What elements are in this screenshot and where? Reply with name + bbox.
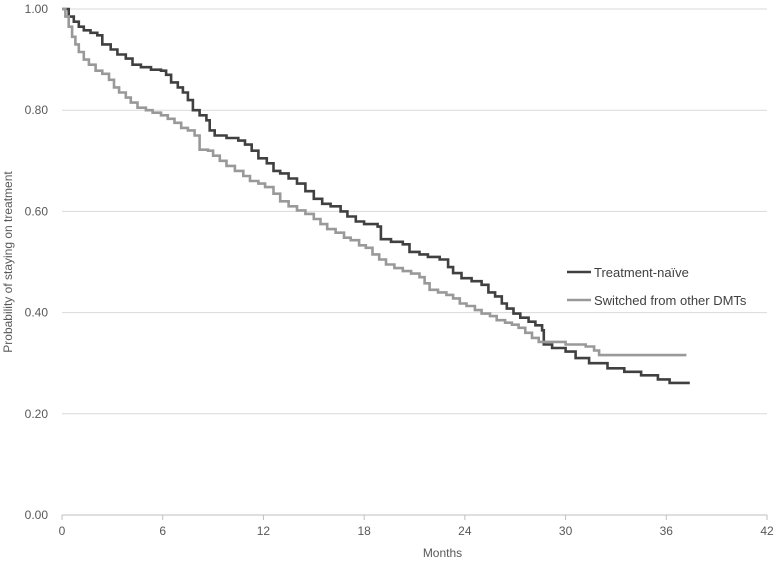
series-line-switched bbox=[62, 7, 687, 357]
y-tick-label: 0.80 bbox=[25, 103, 49, 117]
x-tick-label: 12 bbox=[257, 524, 271, 538]
x-tick-label: 6 bbox=[159, 524, 166, 538]
y-tick-label: 0.20 bbox=[25, 407, 49, 421]
x-tick-label: 0 bbox=[59, 524, 66, 538]
series-lines bbox=[62, 7, 690, 385]
y-tick-label: 0.60 bbox=[25, 204, 49, 218]
legend-label: Treatment-naïve bbox=[594, 265, 689, 280]
x-axis-title: Months bbox=[423, 546, 462, 560]
legend: Treatment-naïve Switched from other DMTs bbox=[567, 265, 747, 308]
y-tick-label: 0.00 bbox=[25, 508, 49, 522]
x-tick-label: 30 bbox=[559, 524, 573, 538]
x-tick-label: 18 bbox=[357, 524, 371, 538]
x-tick-label: 42 bbox=[760, 524, 774, 538]
y-tick-label: 0.40 bbox=[25, 306, 49, 320]
y-gridlines bbox=[62, 8, 767, 415]
y-axis-title: Probability of staying on treatment bbox=[1, 171, 15, 353]
y-tick-labels: 0.00 0.20 0.40 0.60 0.80 1.00 bbox=[25, 2, 49, 522]
x-tick-label: 36 bbox=[660, 524, 674, 538]
x-tick-labels: 0 6 12 18 24 30 36 42 bbox=[59, 515, 774, 538]
series-line-treatment-naive bbox=[62, 7, 690, 385]
y-tick-label: 1.00 bbox=[25, 2, 49, 16]
x-tick-label: 24 bbox=[458, 524, 472, 538]
legend-label: Switched from other DMTs bbox=[594, 293, 747, 308]
